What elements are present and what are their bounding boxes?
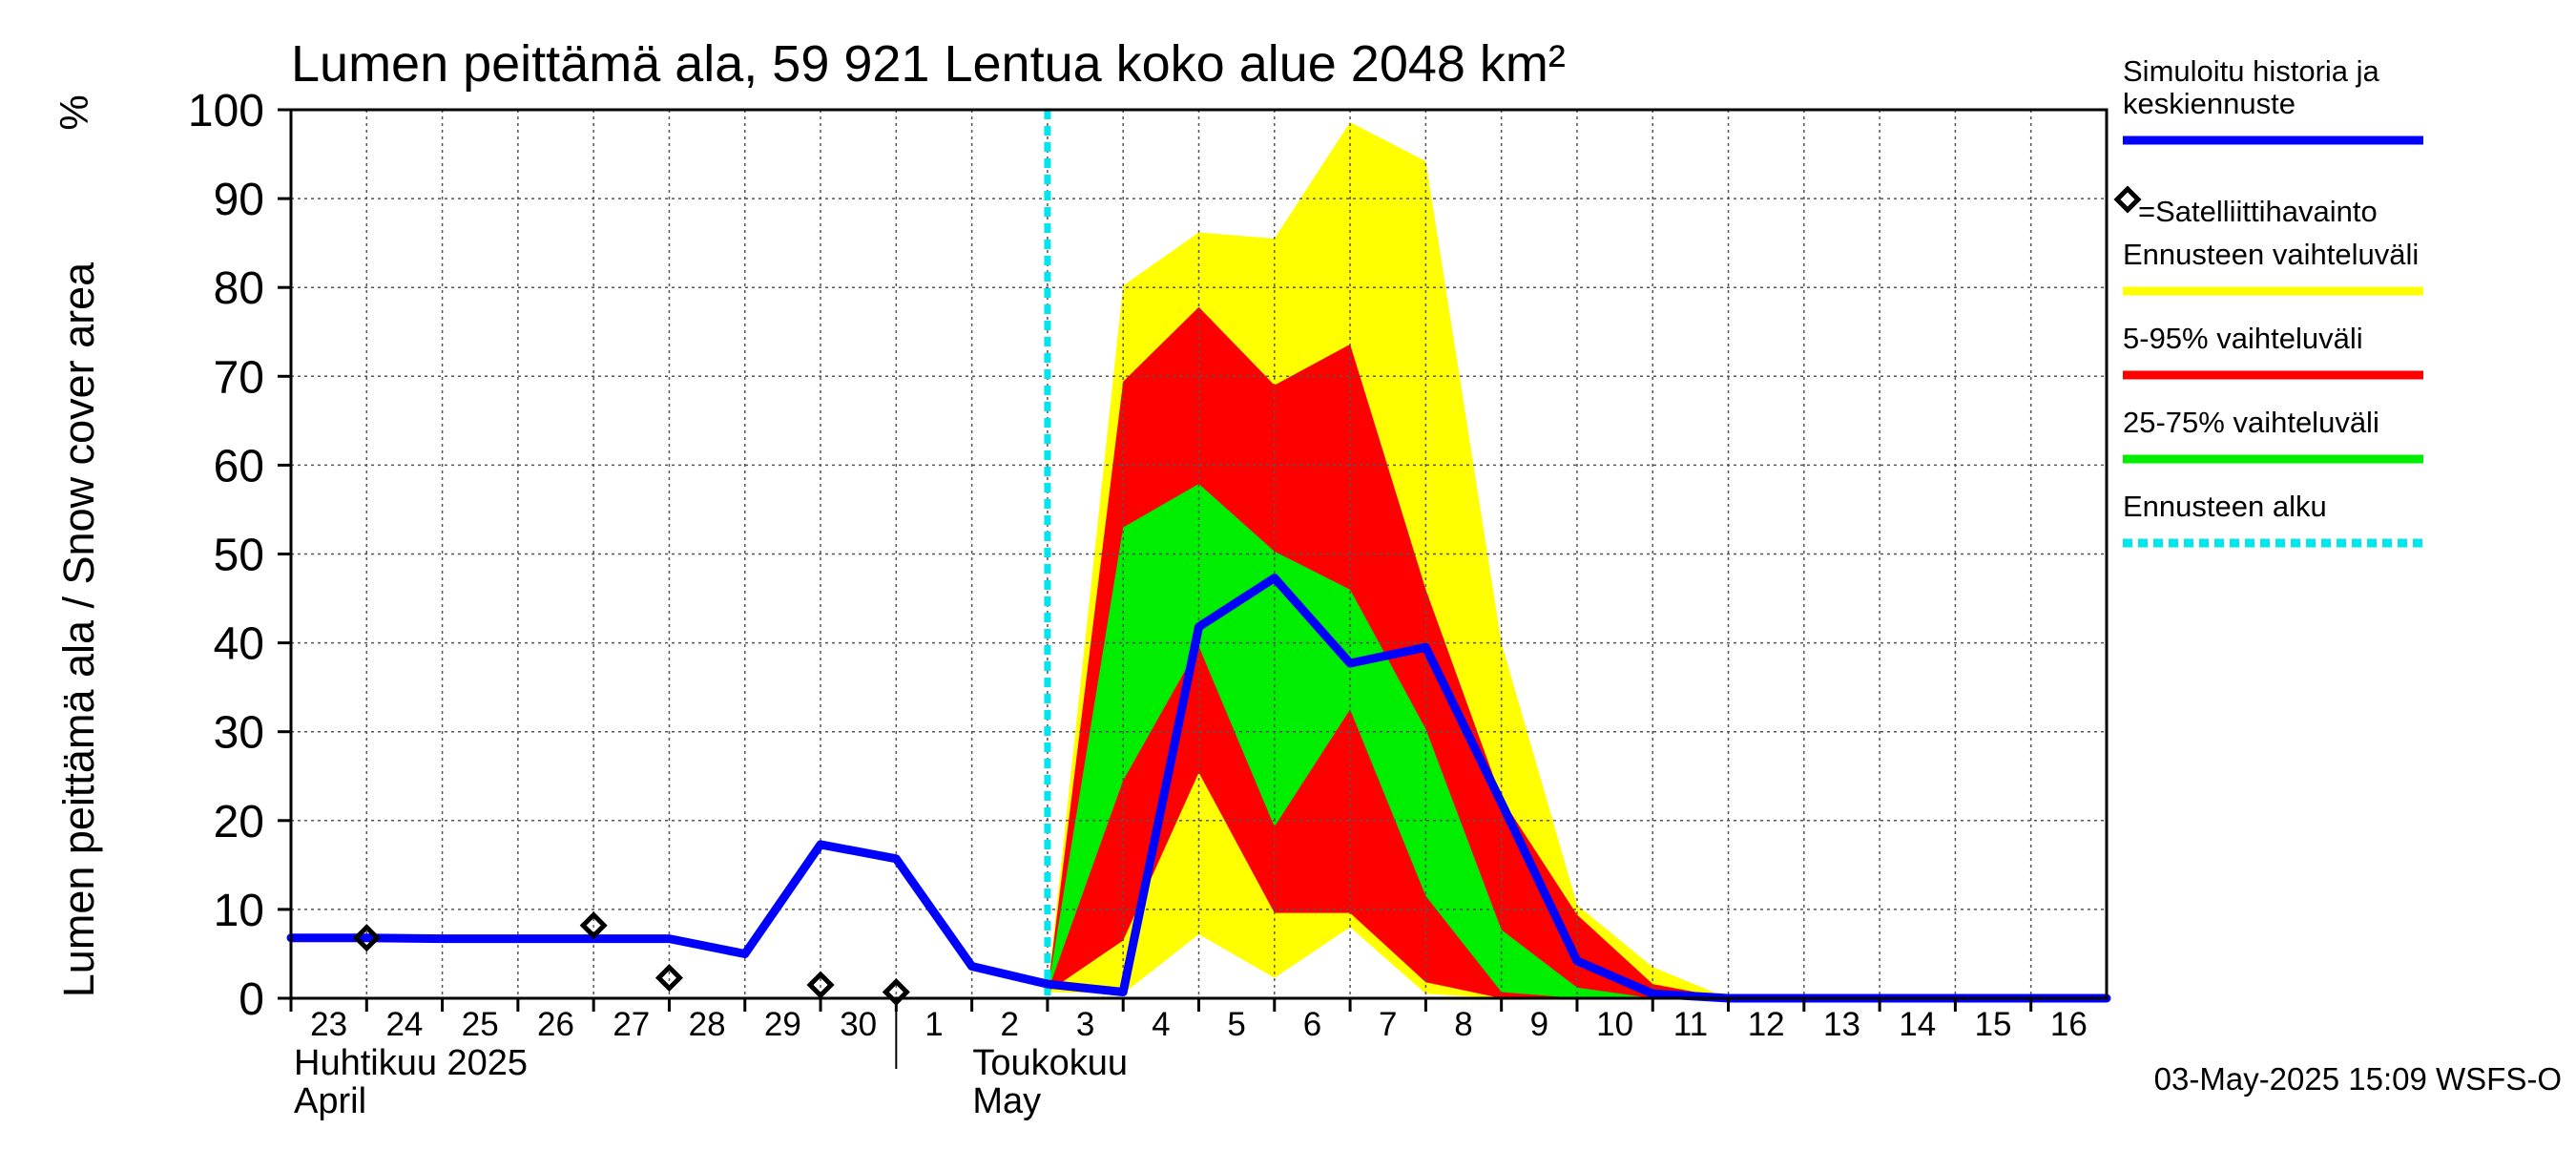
satellite-marker	[352, 924, 381, 952]
x-tick-label: 7	[1379, 1006, 1397, 1043]
x-tick-label: 13	[1823, 1006, 1860, 1043]
x-tick-label: 30	[840, 1006, 877, 1043]
y-tick-label: 40	[214, 619, 264, 670]
legend-label: Ennusteen vaihteluväli	[2123, 238, 2419, 271]
y-tick-label: 50	[214, 531, 264, 581]
month-label-en: May	[972, 1081, 1041, 1121]
x-tick-label: 1	[924, 1006, 943, 1043]
x-tick-label: 10	[1596, 1006, 1633, 1043]
legend-label: Ennusteen alku	[2123, 490, 2327, 523]
x-tick-label: 5	[1227, 1006, 1245, 1043]
x-tick-label: 29	[764, 1006, 801, 1043]
y-tick-label: 30	[214, 708, 264, 759]
x-tick-label: 8	[1454, 1006, 1472, 1043]
x-tick-label: 28	[689, 1006, 726, 1043]
legend-label: keskiennuste	[2123, 87, 2296, 120]
x-tick-label: 2	[1001, 1006, 1019, 1043]
x-tick-label: 4	[1152, 1006, 1170, 1043]
x-tick-label: 26	[537, 1006, 574, 1043]
legend-marker	[2113, 185, 2142, 214]
legend-label: =Satelliittihavainto	[2138, 195, 2378, 228]
x-tick-label: 6	[1303, 1006, 1321, 1043]
x-tick-label: 9	[1530, 1006, 1548, 1043]
band-1	[1047, 306, 2107, 998]
footer-timestamp: 03-May-2025 15:09 WSFS-O	[2154, 1061, 2562, 1097]
y-axis-unit: %	[52, 94, 96, 130]
x-tick-label: 25	[462, 1006, 499, 1043]
y-tick-label: 100	[188, 86, 264, 136]
y-tick-label: 70	[214, 352, 264, 403]
satellite-marker	[806, 971, 835, 999]
x-tick-label: 23	[310, 1006, 347, 1043]
band-2	[1047, 484, 2107, 998]
satellite-marker	[654, 964, 683, 993]
month-label: Toukokuu	[972, 1043, 1128, 1083]
y-axis-label: Lumen peittämä ala / Snow cover area	[54, 261, 103, 997]
legend-label: Simuloitu historia ja	[2123, 54, 2380, 88]
y-tick-label: 90	[214, 175, 264, 225]
x-tick-label: 3	[1076, 1006, 1094, 1043]
month-label: Huhtikuu 2025	[294, 1043, 528, 1083]
x-tick-label: 12	[1748, 1006, 1785, 1043]
x-tick-label: 11	[1673, 1006, 1708, 1043]
y-tick-label: 10	[214, 886, 264, 936]
chart-title: Lumen peittämä ala, 59 921 Lentua koko a…	[291, 35, 1566, 93]
y-tick-label: 80	[214, 263, 264, 314]
y-tick-label: 0	[239, 974, 264, 1025]
x-tick-label: 27	[613, 1006, 650, 1043]
y-tick-label: 60	[214, 441, 264, 491]
x-tick-label: 14	[1899, 1006, 1936, 1043]
legend-label: 25-75% vaihteluväli	[2123, 406, 2379, 439]
x-tick-label: 15	[1975, 1006, 2012, 1043]
satellite-marker	[579, 911, 608, 940]
x-tick-label: 16	[2050, 1006, 2088, 1043]
legend-label: 5-95% vaihteluväli	[2123, 322, 2363, 355]
x-tick-label: 24	[385, 1006, 423, 1043]
month-label-en: April	[294, 1081, 366, 1121]
y-tick-label: 20	[214, 797, 264, 847]
